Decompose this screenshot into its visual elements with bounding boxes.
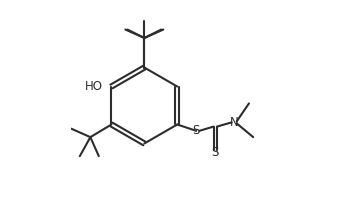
Text: S: S xyxy=(212,146,219,160)
Text: HO: HO xyxy=(85,80,103,93)
Text: N: N xyxy=(230,116,239,129)
Text: S: S xyxy=(193,124,200,137)
